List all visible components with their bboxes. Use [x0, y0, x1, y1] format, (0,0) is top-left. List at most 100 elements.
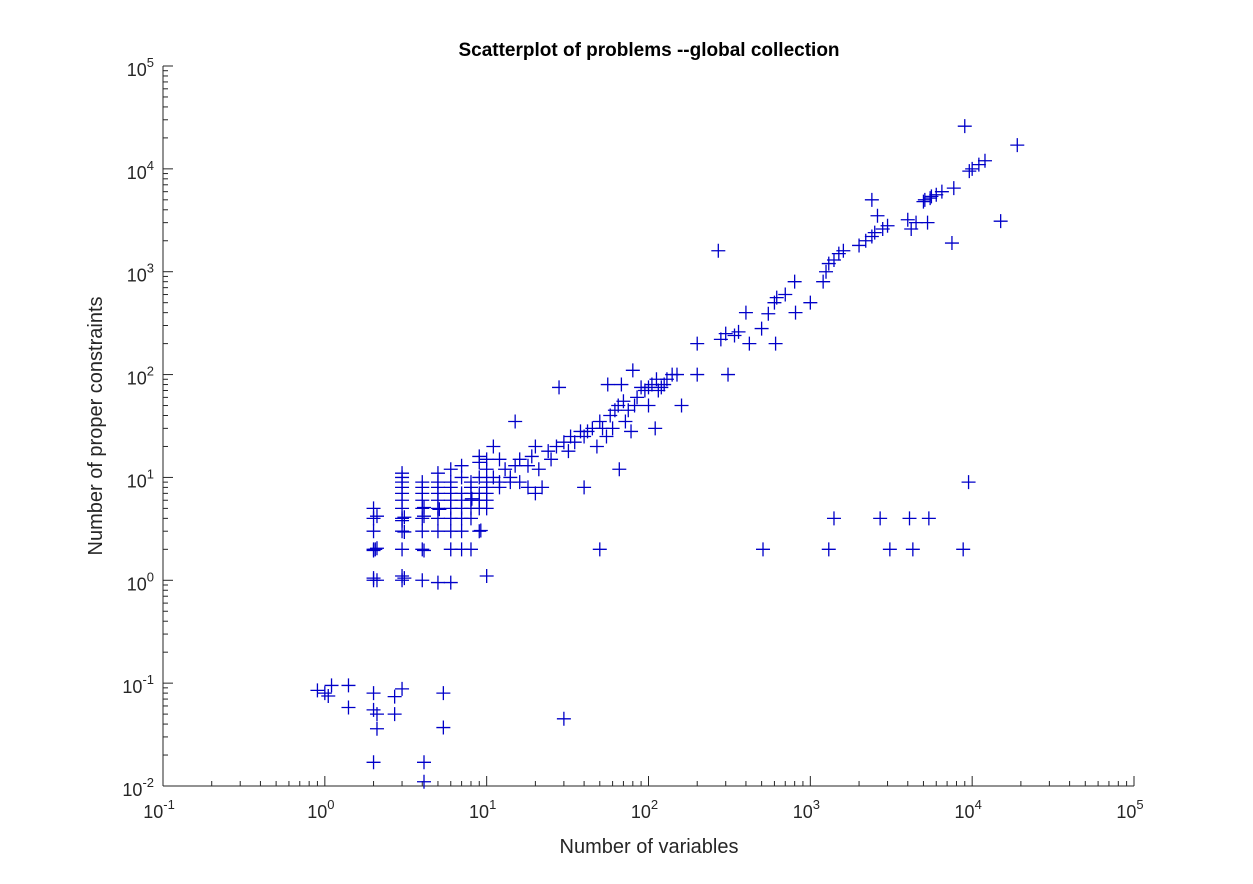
data-point: [479, 462, 494, 477]
data-point: [417, 543, 432, 558]
data-point: [624, 424, 639, 439]
y-tick-label: 100: [127, 569, 154, 594]
data-point: [366, 524, 381, 539]
data-point: [436, 720, 451, 735]
data-point: [612, 462, 627, 477]
data-point: [369, 721, 384, 736]
data-point: [690, 367, 705, 382]
data-points: [310, 119, 1025, 789]
data-point: [567, 435, 582, 450]
data-point: [599, 429, 614, 444]
data-point: [738, 305, 753, 320]
data-point: [882, 542, 897, 557]
data-point: [605, 421, 620, 436]
data-point: [417, 755, 432, 770]
data-point: [946, 181, 961, 196]
data-point: [961, 475, 976, 490]
data-point: [463, 542, 478, 557]
data-point: [618, 414, 633, 429]
data-point: [934, 184, 949, 199]
y-tick-label: 103: [127, 261, 154, 286]
data-point: [768, 336, 783, 351]
data-point: [443, 575, 458, 590]
data-point: [387, 689, 402, 704]
data-point: [498, 462, 513, 477]
data-point: [512, 452, 527, 467]
data-point: [524, 449, 539, 464]
y-tick-label: 105: [127, 55, 154, 80]
data-point: [415, 524, 430, 539]
data-point: [630, 390, 645, 405]
data-point: [900, 212, 915, 227]
data-point: [528, 486, 543, 501]
data-point: [317, 686, 332, 701]
data-point: [395, 542, 410, 557]
data-point: [454, 458, 469, 473]
data-point: [397, 524, 412, 539]
y-tick-label: 101: [127, 466, 154, 491]
data-point: [454, 524, 469, 539]
data-point: [821, 542, 836, 557]
data-point: [463, 475, 478, 490]
data-point: [929, 187, 944, 202]
data-point: [366, 501, 381, 516]
data-point: [341, 700, 356, 715]
x-tick-label: 105: [1116, 797, 1143, 822]
data-point: [993, 214, 1008, 229]
data-point: [321, 688, 336, 703]
data-point: [867, 225, 882, 240]
data-point: [819, 264, 834, 279]
data-point: [472, 470, 487, 485]
data-point: [415, 475, 430, 490]
data-point: [803, 295, 818, 310]
data-point: [923, 191, 938, 206]
x-tick-label: 102: [631, 797, 658, 822]
y-axis-label: Number of proper constraints: [85, 296, 107, 555]
data-point: [324, 678, 339, 693]
data-point: [778, 287, 793, 302]
data-point: [541, 444, 556, 459]
data-point: [864, 229, 879, 244]
data-point: [718, 326, 733, 341]
data-point: [614, 377, 629, 392]
data-point: [873, 511, 888, 526]
data-point: [520, 480, 535, 495]
data-point: [479, 569, 494, 584]
x-axis-label: Number of variables: [560, 836, 739, 858]
data-point: [443, 462, 458, 477]
data-point: [443, 475, 458, 490]
data-point: [654, 380, 669, 395]
data-point: [816, 274, 831, 289]
data-point: [556, 711, 571, 726]
data-point: [690, 336, 705, 351]
data-point: [415, 573, 430, 588]
data-point: [921, 511, 936, 526]
data-point: [920, 215, 935, 230]
data-point: [520, 458, 535, 473]
data-point: [366, 755, 381, 770]
chart-title: Scatterplot of problems --global collect…: [458, 40, 839, 61]
data-point: [549, 439, 564, 454]
data-point: [397, 510, 412, 525]
data-point: [971, 157, 986, 172]
data-point: [826, 511, 841, 526]
data-point: [761, 306, 776, 321]
data-point: [600, 377, 615, 392]
data-point: [472, 449, 487, 464]
data-point: [528, 439, 543, 454]
data-point: [870, 208, 885, 223]
data-point: [956, 542, 971, 557]
data-point: [366, 686, 381, 701]
data-point: [417, 774, 432, 789]
x-tick-label: 103: [793, 797, 820, 822]
data-point: [369, 509, 384, 524]
data-point: [395, 569, 410, 584]
data-point: [977, 153, 992, 168]
data-point: [368, 542, 383, 557]
data-point: [512, 475, 527, 490]
data-point: [1010, 138, 1025, 153]
data-point: [625, 363, 640, 378]
data-point: [731, 324, 746, 339]
data-point: [711, 243, 726, 258]
